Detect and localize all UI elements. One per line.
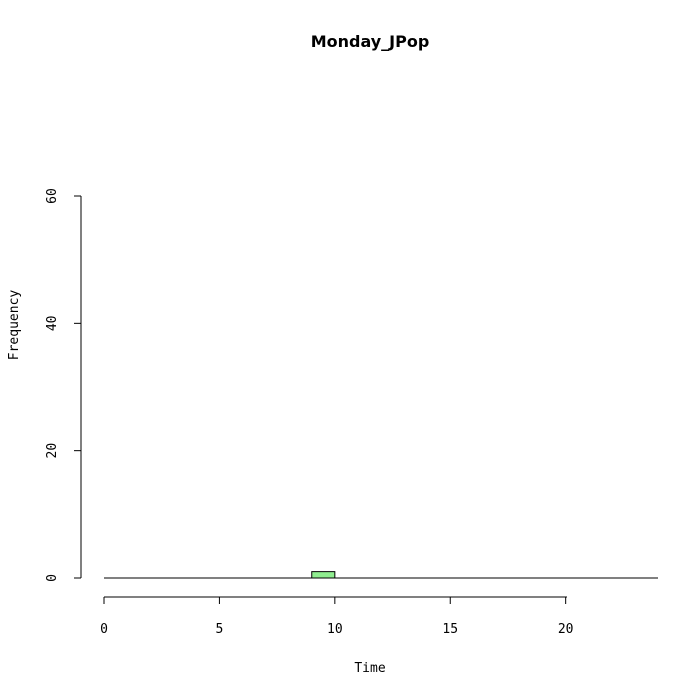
x-tick-label: 15 <box>442 622 458 637</box>
y-tick-label: 60 <box>45 188 60 204</box>
x-tick-label: 5 <box>216 622 224 637</box>
y-tick-label: 20 <box>45 443 60 459</box>
x-tick-label: 20 <box>558 622 574 637</box>
histogram-bars <box>311 571 336 579</box>
histogram-bar <box>311 571 336 579</box>
y-tick-label: 40 <box>45 316 60 332</box>
y-axis-ticks: 0 20 40 60 <box>45 188 81 582</box>
x-axis-label: Time <box>354 661 385 676</box>
x-axis-ticks: 0 5 10 15 20 <box>100 597 573 637</box>
x-tick-label: 10 <box>327 622 343 637</box>
y-axis-label: Frequency <box>7 290 22 361</box>
y-tick-label: 0 <box>45 574 60 582</box>
chart-title: Monday_JPop <box>311 32 430 51</box>
x-tick-label: 0 <box>100 622 108 637</box>
